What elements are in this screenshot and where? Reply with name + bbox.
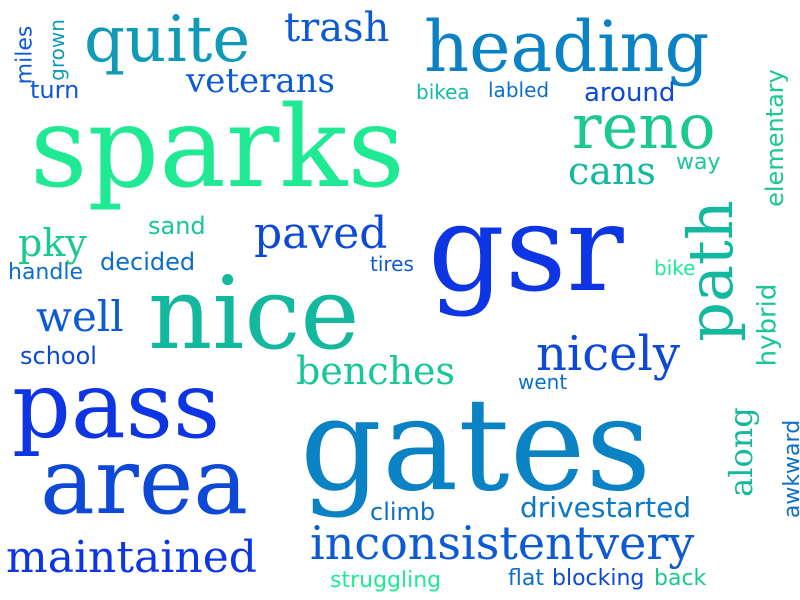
word: struggling [330,568,442,593]
word: sparks [30,83,405,213]
word: bike [654,256,696,280]
word: miles [12,25,38,85]
word: decided [100,248,196,276]
word: cans [568,149,656,193]
word: area [40,428,249,535]
word: nicely [536,326,681,382]
word: flat [508,566,544,591]
word: nice [148,255,360,372]
word: pass [12,352,221,459]
word: school [20,342,97,370]
word: drivestarted [520,491,692,524]
word: sand [148,212,206,240]
word: well [36,292,124,341]
word: paved [254,208,388,259]
word: around [584,78,676,108]
word: labled [488,78,550,102]
word: went [518,370,568,394]
word: veterans [186,61,335,101]
word: along [721,407,760,497]
word: gates [300,371,652,520]
word: gsr [428,180,624,319]
word: turn [30,76,80,104]
word: tires [370,252,414,276]
word: awkward [780,419,800,519]
word: inconsistentvery [310,516,695,570]
word: blocking [552,566,645,591]
word: benches [296,349,456,393]
word: pky [18,221,87,265]
word: trash [284,5,390,51]
word: way [676,150,721,175]
word: grown [44,19,69,81]
word: handle [8,260,83,285]
word: heading [424,6,710,88]
word: reno [572,90,716,163]
word: bikea [416,80,470,104]
word: hybrid [752,283,783,367]
word: back [654,566,707,591]
word: quite [84,3,251,77]
word: climb [370,498,436,526]
word: elementary [760,69,789,207]
word: maintained [6,532,257,583]
